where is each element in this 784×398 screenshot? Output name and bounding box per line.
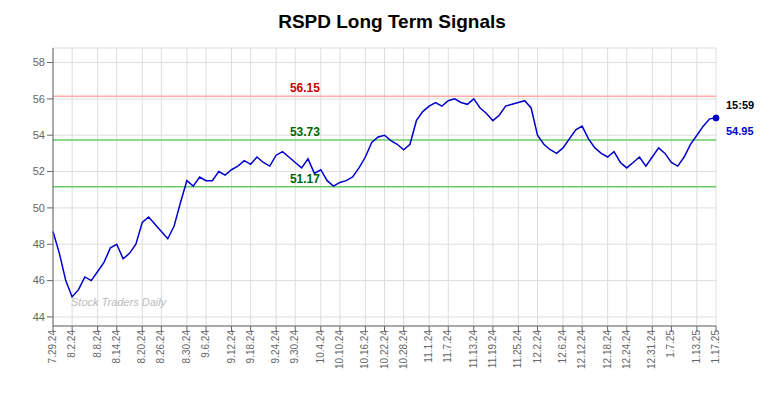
svg-text:10.4.24: 10.4.24: [315, 330, 326, 364]
svg-text:12.31.24: 12.31.24: [646, 330, 657, 369]
svg-text:11.25.24: 11.25.24: [512, 330, 523, 369]
svg-text:12.6.24: 12.6.24: [557, 330, 568, 364]
svg-text:9.12.24: 9.12.24: [226, 330, 237, 364]
svg-text:9.6.24: 9.6.24: [200, 330, 211, 358]
svg-text:48: 48: [33, 238, 45, 250]
svg-text:1.7.25: 1.7.25: [665, 330, 676, 358]
svg-text:12.18.24: 12.18.24: [602, 330, 613, 369]
html-text:RSPD Long Term Signals: RSPD Long Term Signals: [278, 11, 506, 32]
svg-text:10.16.24: 10.16.24: [359, 330, 370, 369]
html-text:Stock Traders Daily: Stock Traders Daily: [71, 296, 167, 308]
svg-text:7.29.24: 7.29.24: [47, 330, 58, 364]
svg-text:11.13.24: 11.13.24: [468, 330, 479, 369]
svg-text:8.2.24: 8.2.24: [66, 330, 77, 358]
svg-text:12.2.24: 12.2.24: [532, 330, 543, 364]
svg-text:44: 44: [33, 311, 45, 323]
svg-text:56: 56: [33, 93, 45, 105]
svg-text:10.22.24: 10.22.24: [379, 330, 390, 369]
svg-text:12.12.24: 12.12.24: [576, 330, 587, 369]
svg-text:54.95: 54.95: [726, 125, 754, 137]
svg-text:11.7.24: 11.7.24: [442, 330, 453, 363]
svg-text:1.13.25: 1.13.25: [691, 330, 702, 364]
svg-text:8.26.24: 8.26.24: [155, 330, 166, 364]
svg-text:9.30.24: 9.30.24: [289, 330, 300, 364]
svg-text:11.1.24: 11.1.24: [423, 330, 434, 363]
svg-text:15:59: 15:59: [726, 99, 754, 111]
svg-text:8.20.24: 8.20.24: [136, 330, 147, 364]
svg-text:52: 52: [33, 165, 45, 177]
svg-text:10.28.24: 10.28.24: [398, 330, 409, 369]
svg-text:56.15: 56.15: [290, 81, 320, 95]
svg-text:1.17.25: 1.17.25: [710, 330, 721, 364]
svg-text:58: 58: [33, 56, 45, 68]
svg-text:53.73: 53.73: [290, 125, 320, 139]
svg-text:10.10.24: 10.10.24: [334, 330, 345, 369]
svg-text:8.30.24: 8.30.24: [181, 330, 192, 364]
svg-text:8.14.24: 8.14.24: [111, 330, 122, 364]
svg-text:8.8.24: 8.8.24: [92, 330, 103, 358]
svg-text:54: 54: [33, 129, 45, 141]
svg-text:9.18.24: 9.18.24: [245, 330, 256, 364]
svg-text:46: 46: [33, 274, 45, 286]
svg-text:50: 50: [33, 202, 45, 214]
svg-text:12.24.24: 12.24.24: [621, 330, 632, 369]
svg-text:11.19.24: 11.19.24: [487, 330, 498, 369]
svg-text:9.24.24: 9.24.24: [270, 330, 281, 364]
svg-text:51.17: 51.17: [290, 172, 320, 186]
